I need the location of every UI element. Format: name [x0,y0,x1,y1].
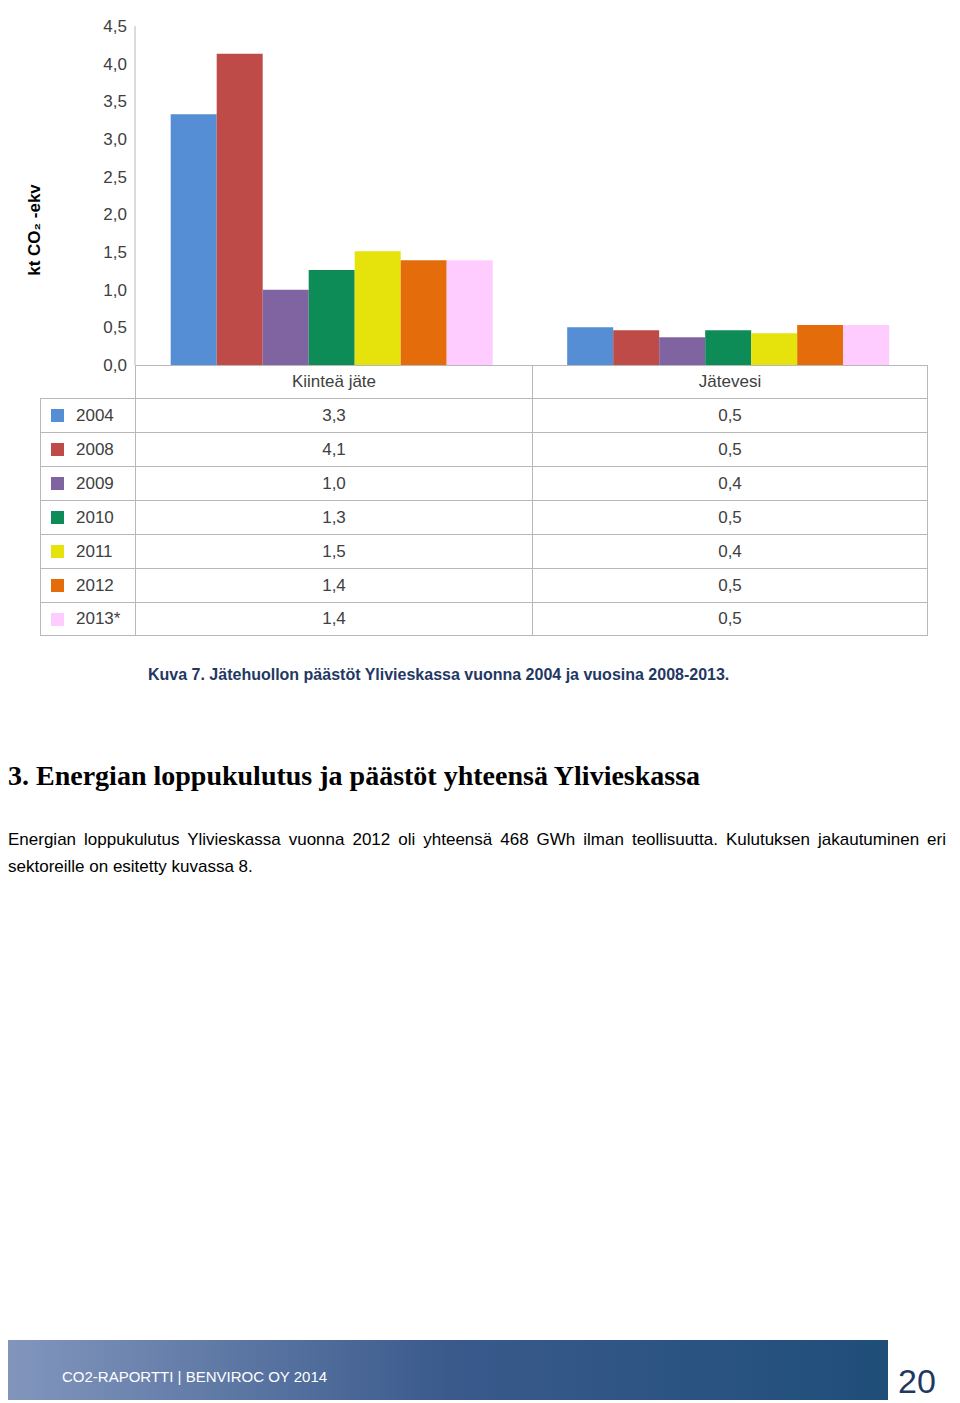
svg-text:1,5: 1,5 [103,243,127,262]
html-text:3,3: 3,3 [322,405,346,425]
html-text:2013*: 2013* [76,609,121,628]
html-text:Kiinteä jäte: Kiinteä jäte [291,372,377,391]
html-text:2009: 2009 [76,473,114,493]
svg-text:4,0: 4,0 [103,55,127,74]
svg-text:2,5: 2,5 [103,168,127,187]
html-text:Jätevesi: Jätevesi [698,372,762,391]
html-text:2011: 2011 [76,541,113,561]
svg-text:2,0: 2,0 [103,205,127,224]
html-text:kt CO₂ -ekv: kt CO₂ -ekv [25,184,44,276]
html-text:1,3: 1,3 [322,507,346,527]
html-text:1,4: 1,4 [322,609,346,628]
svg-text:3,0: 3,0 [103,130,127,149]
html-text:20: 20 [898,1362,936,1400]
html-text:1,4: 1,4 [322,575,346,595]
svg-text:3,5: 3,5 [103,92,127,111]
svg-text:1,0: 1,0 [103,281,127,300]
html-text:Kuva 7. Jätehuollon päästöt Yl: Kuva 7. Jätehuollon päästöt Ylivieskassa… [148,666,730,683]
html-text:2010: 2010 [76,507,114,527]
svg-text:0,5: 0,5 [103,318,127,337]
html-text:4,1: 4,1 [322,439,346,459]
html-text:1,5: 1,5 [322,541,346,561]
html-text:0,4: 0,4 [718,541,742,561]
html-text:2012: 2012 [76,575,114,595]
svg-text:0,0: 0,0 [103,356,127,375]
svg-text:4,5: 4,5 [103,17,127,36]
html-text:0,4: 0,4 [718,473,742,493]
html-text:2008: 2008 [76,439,114,459]
html-text:Energian loppukulutus Yliviesk: Energian loppukulutus Ylivieskassa vuonn… [8,830,946,876]
html-text:0,5: 0,5 [718,575,742,595]
html-text:0,5: 0,5 [718,609,742,628]
html-text:0,5: 0,5 [718,405,742,425]
html-text:2004: 2004 [76,405,114,425]
html-text:1,0: 1,0 [322,473,346,493]
html-text:0,5: 0,5 [718,507,742,527]
html-text:0,5: 0,5 [718,439,742,459]
html-text:CO2-RAPORTTI | BENVIROC OY 201: CO2-RAPORTTI | BENVIROC OY 2014 [62,1368,328,1385]
html-text:3. Energian loppukulutus ja pä: 3. Energian loppukulutus ja päästöt yhte… [8,760,701,791]
